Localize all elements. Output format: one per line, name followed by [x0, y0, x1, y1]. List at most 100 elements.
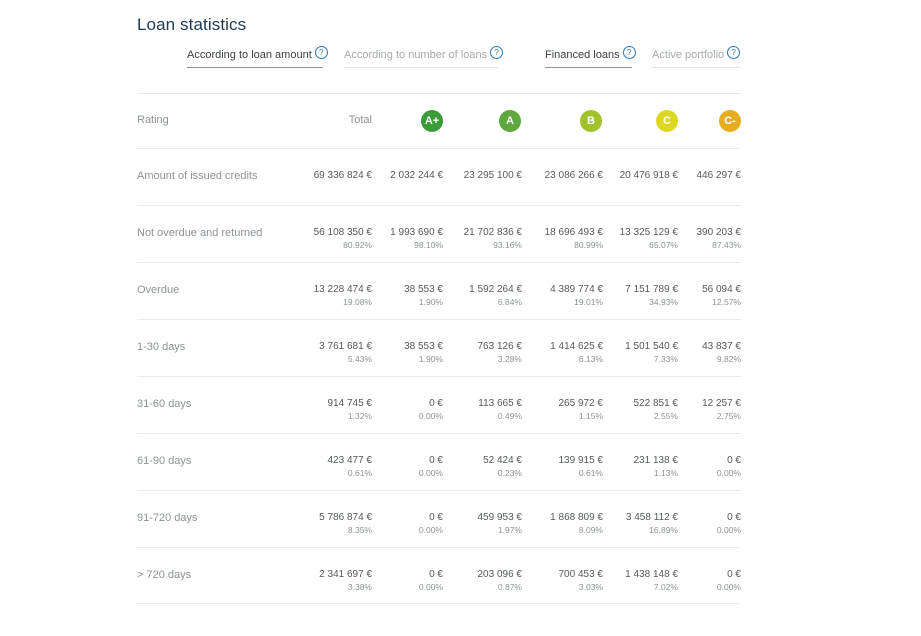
- rating-value: 231 138 €: [633, 455, 679, 466]
- rating-value: 18 696 493 €: [544, 227, 603, 238]
- rating-value: 7 151 789 €: [625, 284, 678, 295]
- page-title: Loan statistics: [137, 15, 247, 34]
- help-icon[interactable]: ?: [727, 46, 741, 59]
- rating-percent: 34.93%: [649, 297, 678, 307]
- rating-percent: 93.16%: [493, 240, 522, 250]
- rating-value: 52 424 €: [483, 455, 522, 466]
- rating-percent: 12.57%: [712, 297, 741, 307]
- total-value: 423 477 €: [327, 455, 373, 466]
- row-label: 61-90 days: [137, 455, 192, 467]
- rating-badge: A: [499, 110, 521, 132]
- rating-value: 763 126 €: [477, 341, 523, 352]
- rating-badge: A+: [421, 110, 443, 132]
- total-percent: 0.61%: [347, 468, 372, 478]
- rating-value: 446 297 €: [696, 170, 742, 181]
- rating-percent: 80.99%: [574, 240, 603, 250]
- total-value: 3 761 681 €: [319, 341, 372, 352]
- row-label: 1-30 days: [137, 341, 186, 353]
- row-label: > 720 days: [137, 569, 192, 581]
- total-percent: 3.38%: [347, 582, 372, 592]
- rating-value: 43 837 €: [702, 341, 741, 352]
- total-percent: 19.08%: [343, 297, 372, 307]
- tab-active-portfolio[interactable]: Active portfolio?: [652, 46, 741, 62]
- rating-badge: B: [580, 110, 602, 132]
- rating-percent: 0.49%: [497, 411, 522, 421]
- tab-underline: [652, 67, 741, 68]
- tab-label: Financed loans: [545, 49, 620, 61]
- rating-badge: C-: [719, 110, 741, 132]
- rating-value: 56 094 €: [702, 284, 741, 295]
- total-percent: 1.32%: [347, 411, 372, 421]
- rating-value: 0 €: [727, 512, 741, 523]
- tab-loan-amount[interactable]: According to loan amount?: [187, 46, 328, 62]
- rating-value: 1 592 264 €: [469, 284, 522, 295]
- rating-value: 4 389 774 €: [550, 284, 603, 295]
- total-value: 13 228 474 €: [313, 284, 372, 295]
- total-value: 5 786 874 €: [319, 512, 372, 523]
- tab-label: According to loan amount: [187, 49, 312, 61]
- rating-value: 38 553 €: [404, 284, 443, 295]
- rating-value: 390 203 €: [696, 227, 742, 238]
- rating-value: 2 032 244 €: [390, 170, 443, 181]
- rating-value: 3 458 112 €: [625, 512, 678, 523]
- rating-percent: 98.10%: [414, 240, 443, 250]
- rating-percent: 0.00%: [418, 411, 443, 421]
- rating-percent: 87.43%: [712, 240, 741, 250]
- row-divider: [137, 319, 741, 320]
- row-label: Not overdue and returned: [137, 227, 263, 239]
- rating-value: 0 €: [429, 398, 443, 409]
- row-label: 91-720 days: [137, 512, 198, 524]
- rating-percent: 0.00%: [418, 582, 443, 592]
- rating-value: 0 €: [727, 569, 741, 580]
- rating-value: 459 953 €: [477, 512, 523, 523]
- row-divider: [137, 490, 741, 491]
- total-percent: 80.92%: [343, 240, 372, 250]
- row-divider: [137, 148, 741, 149]
- rating-value: 139 915 €: [558, 455, 604, 466]
- rating-percent: 1.90%: [418, 354, 443, 364]
- row-label: Overdue: [137, 284, 180, 296]
- rating-value: 21 702 836 €: [463, 227, 522, 238]
- rating-value: 522 851 €: [633, 398, 679, 409]
- rating-percent: 1.13%: [653, 468, 678, 478]
- help-icon[interactable]: ?: [314, 46, 328, 59]
- rating-percent: 9.82%: [716, 354, 741, 364]
- rating-percent: 0.00%: [418, 525, 443, 535]
- rating-value: 23 086 266 €: [544, 170, 603, 181]
- row-divider: [137, 262, 741, 263]
- rating-percent: 0.00%: [418, 468, 443, 478]
- total-value: 914 745 €: [327, 398, 373, 409]
- rating-percent: 2.55%: [653, 411, 678, 421]
- rating-value: 203 096 €: [477, 569, 523, 580]
- rating-percent: 8.09%: [578, 525, 603, 535]
- rating-value: 1 868 809 €: [550, 512, 603, 523]
- rating-percent: 1.15%: [578, 411, 603, 421]
- rating-percent: 3.28%: [497, 354, 522, 364]
- help-icon[interactable]: ?: [490, 46, 504, 59]
- rating-percent: 0.87%: [497, 582, 522, 592]
- rating-percent: 0.61%: [578, 468, 603, 478]
- tab-underline: [187, 67, 323, 68]
- tab-underline: [545, 67, 632, 68]
- rating-value: 0 €: [429, 569, 443, 580]
- row-label: Amount of issued credits: [137, 170, 258, 182]
- table-top-divider: [137, 93, 741, 94]
- tab-number-of-loans[interactable]: According to number of loans?: [344, 46, 504, 62]
- rating-value: 1 414 625 €: [550, 341, 603, 352]
- row-label: 31-60 days: [137, 398, 192, 410]
- tab-label: Active portfolio: [652, 49, 725, 61]
- rating-percent: 7.33%: [653, 354, 678, 364]
- rating-percent: 1.90%: [418, 297, 443, 307]
- help-icon[interactable]: ?: [622, 46, 636, 59]
- total-percent: 5.43%: [347, 354, 372, 364]
- rating-value: 1 993 690 €: [390, 227, 443, 238]
- rating-percent: 6.84%: [497, 297, 522, 307]
- rating-value: 20 476 918 €: [619, 170, 678, 181]
- rating-percent: 0.00%: [716, 525, 741, 535]
- rating-percent: 16.89%: [649, 525, 678, 535]
- rating-header: Rating: [137, 114, 169, 126]
- rating-value: 38 553 €: [404, 341, 443, 352]
- total-value: 69 336 824 €: [313, 170, 372, 181]
- rating-percent: 0.00%: [716, 468, 741, 478]
- tab-financed-loans[interactable]: Financed loans?: [545, 46, 636, 62]
